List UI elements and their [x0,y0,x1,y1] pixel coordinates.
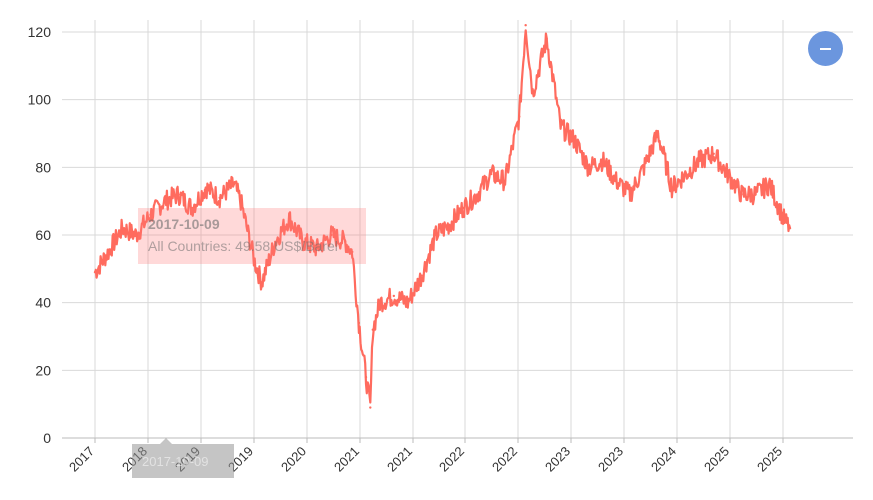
data-point[interactable] [93,271,97,274]
x-tick-label: 2021 [384,444,415,475]
data-point[interactable] [232,183,236,186]
data-point[interactable] [330,233,333,237]
data-point[interactable] [768,183,771,186]
data-point[interactable] [740,193,743,196]
data-point[interactable] [392,294,396,298]
data-point[interactable] [121,227,124,230]
data-point[interactable] [788,227,792,230]
data-point[interactable] [260,281,263,284]
crosshair-notch [160,438,172,444]
data-point[interactable] [726,172,729,176]
data-point[interactable] [545,37,548,40]
data-point[interactable] [573,139,576,142]
data-point[interactable] [642,166,646,169]
minus-icon [820,48,831,50]
data-point[interactable] [343,240,347,243]
y-tick-label: 40 [35,295,51,311]
data-point[interactable] [656,132,660,135]
data-point[interactable] [163,199,166,203]
data-point[interactable] [369,406,372,409]
data-point[interactable] [781,216,785,220]
x-tick-label: 2023 [595,444,626,475]
y-tick-label: 120 [28,24,52,40]
y-tick-label: 80 [35,159,51,175]
data-point[interactable] [628,193,632,196]
data-point[interactable] [614,179,618,183]
data-point[interactable] [149,213,152,216]
x-tick-label: 2025 [701,444,732,475]
y-tick-label: 100 [28,92,52,108]
data-point[interactable] [190,206,194,210]
tooltip-value: All Countries: 49.58 US$/Barel [148,238,338,254]
data-point[interactable] [371,328,375,331]
data-point[interactable] [364,375,368,379]
data-point[interactable] [476,193,479,196]
series-layer [93,24,792,409]
data-point[interactable] [301,240,305,243]
data-point[interactable] [448,223,451,227]
x-tick-label: 2017 [66,444,97,475]
data-point[interactable] [351,250,354,254]
data-point[interactable] [378,301,382,304]
data-point[interactable] [135,233,138,237]
crosshair-date-text: 2017-10-09 [142,454,209,469]
data-point[interactable] [503,179,507,183]
tooltip-date: 2017-10-09 [148,216,220,232]
data-point[interactable] [218,196,221,199]
x-tick-label: 2022 [436,444,467,475]
x-tick-label: 2022 [489,444,520,475]
series-line [93,29,792,404]
data-point[interactable] [287,216,291,220]
crosshair-date-label: 2017-10-09 [132,444,234,478]
data-point[interactable] [420,274,423,277]
data-point[interactable] [239,199,242,203]
data-point[interactable] [531,91,534,95]
data-point[interactable] [489,172,493,176]
data-point[interactable] [524,24,527,27]
data-point[interactable] [204,186,208,189]
data-point[interactable] [357,321,361,325]
y-tick-label: 20 [35,362,51,378]
y-tick-label: 60 [35,227,51,243]
data-point[interactable] [107,250,110,254]
x-tick-label: 2020 [278,444,309,475]
data-point[interactable] [253,260,256,264]
data-point[interactable] [177,193,180,196]
data-point[interactable] [670,186,674,189]
data-point[interactable] [518,115,521,118]
data-point[interactable] [434,233,438,237]
x-tick-label: 2024 [648,444,679,475]
data-point[interactable] [316,247,319,250]
data-point[interactable] [754,193,757,196]
data-point[interactable] [684,172,688,176]
x-tick-label: 2021 [331,444,362,475]
data-point[interactable] [406,301,409,304]
data-point[interactable] [274,240,277,243]
data-point[interactable] [601,159,604,162]
data-point[interactable] [712,152,715,155]
y-tick-label: 0 [43,430,51,446]
x-tick-label: 2025 [754,444,785,475]
data-point[interactable] [462,206,465,210]
zoom-out-button[interactable] [808,31,843,66]
data-point[interactable] [698,159,701,162]
grid [62,20,853,439]
x-tick-label: 2023 [542,444,573,475]
data-point[interactable] [559,125,562,128]
tooltip: 2017-10-09 All Countries: 49.58 US$/Bare… [138,208,366,264]
data-point[interactable] [587,166,590,169]
